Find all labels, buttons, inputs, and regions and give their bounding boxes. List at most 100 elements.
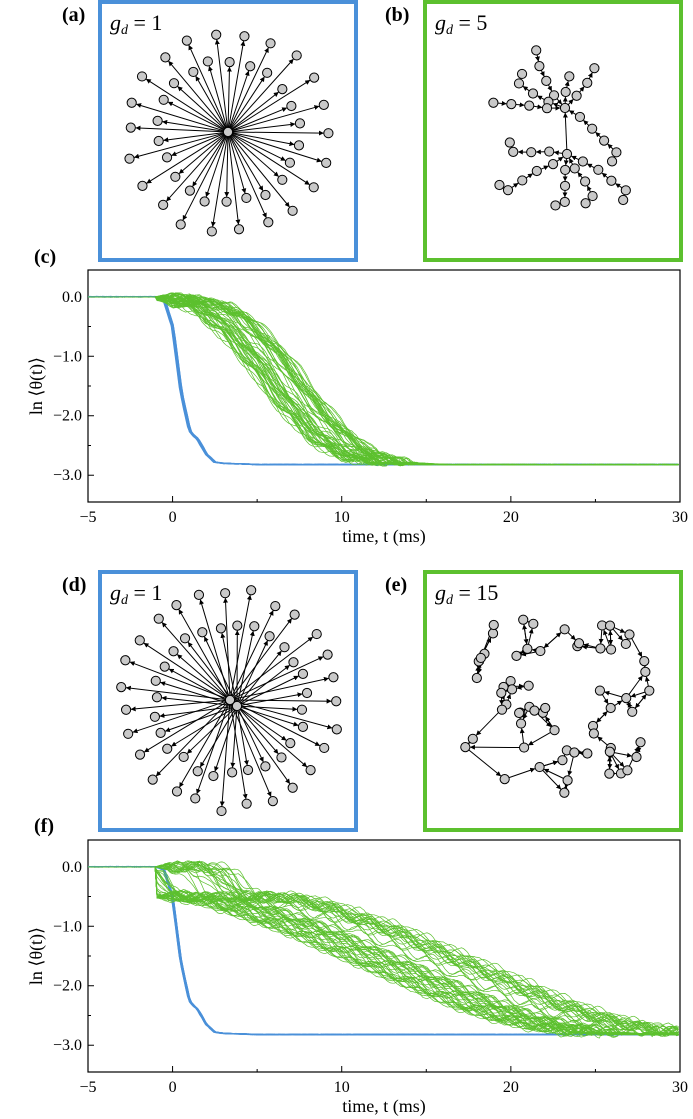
network-edge <box>228 40 246 128</box>
network-node <box>152 115 163 126</box>
network-edge <box>155 702 228 777</box>
network-node <box>242 764 254 776</box>
network-edge <box>233 702 308 768</box>
network-edge <box>219 704 231 807</box>
series-line-1 <box>88 293 679 466</box>
series-line-1 <box>88 863 679 1036</box>
network-edge <box>241 705 298 712</box>
network-node <box>508 146 519 157</box>
network-node <box>321 157 332 168</box>
network-edge <box>226 66 232 128</box>
series-line-1 <box>88 292 679 466</box>
series-line-1 <box>88 296 679 466</box>
network-edge <box>240 708 287 741</box>
network-node <box>319 742 330 754</box>
series-line-1 <box>88 295 679 466</box>
network-node <box>604 620 616 631</box>
network-edge <box>598 629 604 644</box>
series-line-1 <box>88 296 679 466</box>
network-node <box>548 90 560 101</box>
network-node <box>158 199 169 210</box>
network-edge <box>228 70 250 128</box>
network-node <box>220 588 231 599</box>
panel-label-f: (f) <box>34 815 54 837</box>
network-node <box>311 628 322 640</box>
network-node <box>561 148 573 160</box>
network-edge <box>238 640 268 703</box>
series-line-1 <box>88 292 679 466</box>
network-node <box>331 724 342 735</box>
network-edge <box>136 103 224 132</box>
network-node <box>216 805 227 817</box>
network-edge <box>237 630 255 702</box>
series-line-1 <box>88 296 679 466</box>
network-node <box>318 99 329 111</box>
series-line-1 <box>88 296 679 467</box>
network-node <box>611 147 622 158</box>
network-edge <box>508 767 536 779</box>
network-edge <box>187 641 235 703</box>
network-node <box>528 618 539 629</box>
network-edge <box>192 135 226 187</box>
network-node <box>517 175 528 186</box>
network-node <box>622 765 633 776</box>
network-node <box>291 50 302 61</box>
network-node <box>535 645 546 657</box>
network-edge <box>240 665 290 704</box>
network-node <box>523 680 534 691</box>
network-node <box>245 61 256 72</box>
network-edge <box>601 172 609 179</box>
network-node <box>580 198 591 209</box>
network-node <box>179 633 191 644</box>
series-line-0 <box>88 295 679 466</box>
network-edge <box>601 694 609 705</box>
network-edge <box>500 694 505 701</box>
network-node <box>475 652 486 664</box>
series-line-1 <box>88 862 679 1035</box>
series-line-1 <box>88 294 679 466</box>
network-node <box>606 156 618 167</box>
series-line-1 <box>88 296 679 466</box>
network-node <box>620 638 631 650</box>
network-edge <box>231 134 310 185</box>
network-node <box>606 175 617 186</box>
network-node <box>184 185 195 196</box>
y-tick-label: −2.0 <box>53 978 82 995</box>
network-edge <box>229 47 269 129</box>
network-node <box>577 156 588 167</box>
network-edge <box>562 112 568 150</box>
network-edge <box>628 675 643 695</box>
network-node <box>504 137 515 148</box>
series-line-1 <box>88 296 679 466</box>
network-edge <box>607 630 613 645</box>
network-node <box>206 226 217 237</box>
network-node <box>199 196 210 207</box>
network-node <box>158 94 169 105</box>
network-edge <box>230 76 265 129</box>
network-edge <box>556 98 563 105</box>
network-node <box>231 700 243 712</box>
network-node <box>264 631 275 642</box>
network-edge <box>543 632 562 649</box>
network-node <box>618 194 629 206</box>
series-line-1 <box>88 861 679 1037</box>
network-edge <box>238 709 264 763</box>
network-node <box>582 77 593 88</box>
gd-label-b: gd = 5 <box>435 10 488 38</box>
network-node <box>564 71 575 82</box>
network-node <box>178 751 189 763</box>
network-edge <box>168 668 234 705</box>
network-node <box>159 661 170 672</box>
network-node <box>171 600 182 611</box>
network-edge <box>506 693 512 701</box>
network-node <box>137 180 148 191</box>
series-line-1 <box>88 296 679 466</box>
y-tick-label: −3.0 <box>53 467 82 484</box>
x-tick-label: 0 <box>169 509 177 526</box>
network-node <box>573 638 585 649</box>
network-panel-e: gd = 15 <box>423 570 683 832</box>
network-node <box>265 38 276 49</box>
network-node <box>582 748 593 759</box>
network-edge <box>519 728 525 744</box>
network-edge <box>133 132 224 159</box>
